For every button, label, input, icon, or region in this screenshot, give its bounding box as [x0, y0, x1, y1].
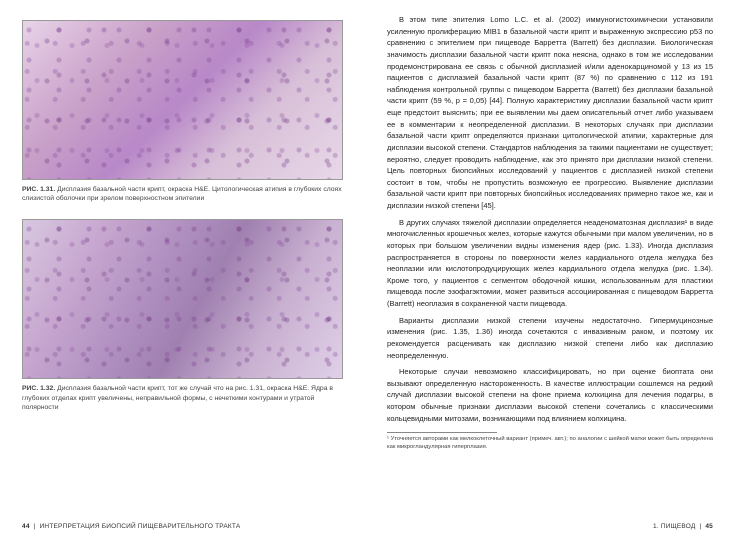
figure-1-32-caption: РИС. 1.32. Дисплазия базальной части кри… [22, 384, 343, 412]
footer-left: 44 | ИНТЕРПРЕТАЦИЯ БИОПСИЙ ПИЩЕВАРИТЕЛЬН… [22, 523, 240, 530]
figure-1-32-image [22, 219, 343, 379]
figure-1-31-caption: РИС. 1.31. Дисплазия базальной части кри… [22, 185, 343, 203]
footnote-separator [387, 432, 497, 433]
footnote: ¹ Уточняется авторами как мелкоклеточный… [387, 436, 713, 452]
paragraph-3: Варианты дисплазии низкой степени изучен… [387, 315, 713, 362]
paragraph-2: В других случаях тяжелой дисплазии опред… [387, 217, 713, 310]
figure-1-32: РИС. 1.32. Дисплазия базальной части кри… [22, 219, 343, 412]
page-number-right: 45 [705, 523, 713, 530]
body-text: В этом типе эпителия Lomo L.C. et al. (2… [387, 14, 713, 424]
paragraph-4: Некоторые случаи невозможно классифициро… [387, 366, 713, 424]
page-number-left: 44 [22, 523, 30, 530]
page-left: РИС. 1.31. Дисплазия базальной части кри… [0, 0, 365, 540]
page-right: В этом типе эпителия Lomo L.C. et al. (2… [365, 0, 735, 540]
footer-right: 1. ПИЩЕВОД | 45 [653, 523, 713, 530]
footer-text-right: 1. ПИЩЕВОД [653, 523, 695, 530]
footer-text-left: ИНТЕРПРЕТАЦИЯ БИОПСИЙ ПИЩЕВАРИТЕЛЬНОГО Т… [40, 523, 241, 530]
paragraph-1: В этом типе эпителия Lomo L.C. et al. (2… [387, 14, 713, 212]
figure-1-31-image [22, 20, 343, 180]
figure-1-31: РИС. 1.31. Дисплазия базальной части кри… [22, 20, 343, 203]
